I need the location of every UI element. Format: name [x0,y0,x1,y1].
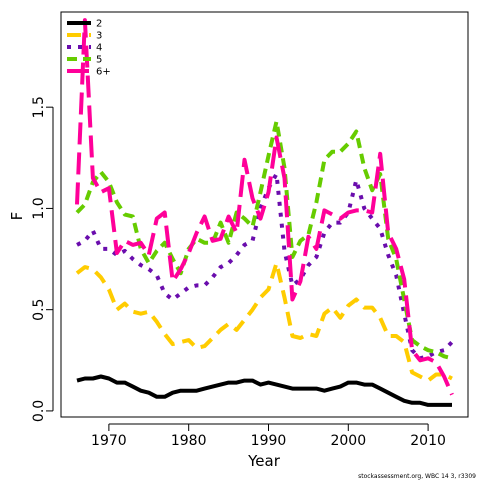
y-tick-label-0: 0.0 [31,400,47,422]
legend-label-1: 2 [96,19,102,30]
plot-area-frame [60,11,469,418]
series-line-3 [76,172,454,361]
x-tick-label-2010: 2010 [410,433,446,449]
y-tick-label-1: 0.5 [31,299,47,321]
y-tick-label-3: 1.5 [31,96,47,118]
series-line-5 [75,18,454,396]
series-line-4 [75,119,453,361]
series-layer [75,18,454,407]
x-tick-label-2000: 2000 [330,433,366,449]
x-tick-label-1990: 1990 [251,433,287,449]
legend-label-3: 4 [96,43,102,54]
series-line-1 [76,374,452,407]
y-axis: 0.0 0.5 1.0 1.5 [31,96,54,422]
x-tick-label-1970: 1970 [91,433,127,449]
footer-credit: stockassessment.org, WBC 14 3, r3309 [358,473,476,480]
y-tick-label-2: 1.0 [31,197,47,219]
x-tick-label-1980: 1980 [171,433,207,449]
legend-label-5: 6+ [96,67,111,78]
legend-label-2: 3 [96,31,102,42]
legend-label-4: 5 [96,55,102,66]
x-axis: 1970 1980 1990 2000 2010 [91,423,446,449]
series-line-2 [75,261,453,383]
x-axis-label: Year [247,452,281,470]
y-axis-label: F [8,212,26,221]
